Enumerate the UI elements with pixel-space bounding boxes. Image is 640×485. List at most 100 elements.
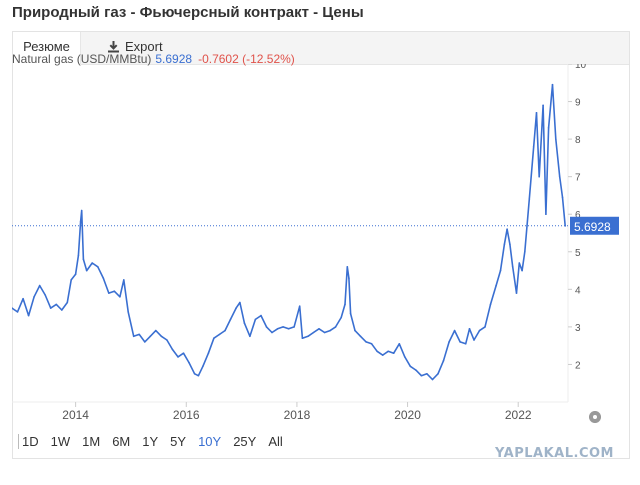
data-point	[260, 314, 262, 317]
range-25y[interactable]: 25Y	[233, 434, 257, 449]
range-10y[interactable]: 10Y	[198, 434, 222, 449]
data-point	[346, 266, 349, 268]
data-point	[102, 277, 105, 279]
data-point	[249, 335, 251, 338]
x-tick-label: 2016	[173, 408, 200, 422]
price-change: -0.7602 (-12.52%)	[198, 52, 295, 66]
data-point	[276, 328, 279, 330]
data-point	[49, 307, 52, 309]
data-point	[243, 322, 246, 324]
data-point	[344, 303, 346, 306]
data-point	[307, 335, 309, 338]
data-point	[528, 198, 531, 200]
range-all[interactable]: All	[268, 434, 283, 449]
data-point	[44, 294, 46, 296]
range-1w[interactable]: 1W	[50, 434, 71, 449]
data-point	[558, 175, 561, 178]
download-icon	[108, 34, 119, 64]
data-point	[160, 335, 163, 338]
data-point	[265, 326, 268, 328]
y-tick-label: 5	[575, 248, 581, 259]
range-6m[interactable]: 6M	[112, 434, 131, 449]
data-point	[473, 339, 475, 341]
data-point	[16, 311, 19, 313]
data-point	[564, 225, 566, 227]
data-point	[442, 359, 445, 362]
data-point	[511, 266, 514, 268]
range-1m[interactable]: 1M	[82, 434, 101, 449]
range-1d[interactable]: 1D	[18, 434, 39, 449]
data-point	[468, 328, 471, 330]
data-point	[27, 314, 30, 317]
data-point	[202, 365, 204, 368]
data-point	[437, 373, 439, 375]
x-tick-label: 2014	[62, 408, 89, 422]
y-tick-label: 2	[575, 360, 581, 371]
data-point	[542, 104, 544, 107]
data-point	[127, 311, 129, 313]
data-point	[484, 326, 486, 328]
data-point	[506, 228, 508, 230]
data-point	[55, 303, 58, 306]
data-point	[518, 262, 521, 264]
data-point	[551, 83, 554, 86]
data-point	[182, 352, 185, 355]
price-chart[interactable]: 2 3 4 5 6 7 8 9 10 2014 2016 2018 2020 2022 5.6928	[12, 64, 628, 426]
data-point	[213, 337, 215, 340]
data-point	[340, 316, 343, 319]
last-value-label: 5.6928	[574, 220, 611, 234]
data-point	[80, 209, 83, 212]
data-point	[392, 352, 395, 355]
data-point	[254, 318, 257, 321]
data-point	[521, 269, 523, 272]
data-point	[301, 337, 304, 340]
export-button[interactable]: Export	[108, 32, 188, 64]
data-point	[224, 329, 226, 332]
data-point	[108, 292, 110, 294]
data-point	[547, 127, 550, 129]
data-point	[354, 329, 356, 332]
data-point	[12, 307, 13, 309]
x-tick-label: 2020	[394, 408, 421, 422]
data-point	[453, 329, 456, 332]
tab-summary-label: Резюме	[23, 39, 70, 54]
series-line-0	[12, 83, 566, 381]
data-point	[22, 297, 24, 300]
x-tick-label: 2022	[505, 408, 532, 422]
data-point	[381, 354, 384, 356]
data-point	[79, 220, 82, 223]
data-point	[38, 284, 41, 287]
data-point	[495, 284, 497, 287]
data-point	[119, 296, 121, 298]
data-point	[387, 350, 390, 353]
data-point	[193, 373, 196, 375]
data-point	[545, 213, 547, 215]
data-point	[74, 273, 77, 276]
data-point	[218, 333, 221, 336]
data-point	[287, 328, 290, 330]
data-point	[123, 279, 125, 281]
data-point	[515, 292, 518, 294]
page-title: Природный газ - Фьючерсный контракт - Це…	[12, 4, 364, 21]
data-point	[503, 243, 506, 246]
data-point	[426, 373, 428, 375]
y-tick-label: 4	[575, 285, 581, 296]
tab-summary[interactable]: Резюме	[13, 32, 81, 65]
data-point	[132, 335, 135, 338]
data-point	[66, 301, 69, 304]
data-point	[70, 279, 72, 281]
gear-icon[interactable]	[588, 410, 602, 424]
y-tick-label: 8	[575, 135, 581, 146]
x-tick-label: 2018	[284, 408, 311, 422]
current-price: 5.6928	[155, 52, 193, 66]
data-point	[298, 305, 301, 307]
data-point	[138, 333, 140, 336]
range-5y[interactable]: 5Y	[170, 434, 187, 449]
data-point	[524, 251, 526, 253]
data-point	[376, 350, 378, 353]
export-label: Export	[125, 39, 163, 54]
data-point	[85, 269, 88, 272]
data-point	[404, 356, 406, 358]
data-point	[478, 329, 481, 332]
range-1y[interactable]: 1Y	[142, 434, 159, 449]
